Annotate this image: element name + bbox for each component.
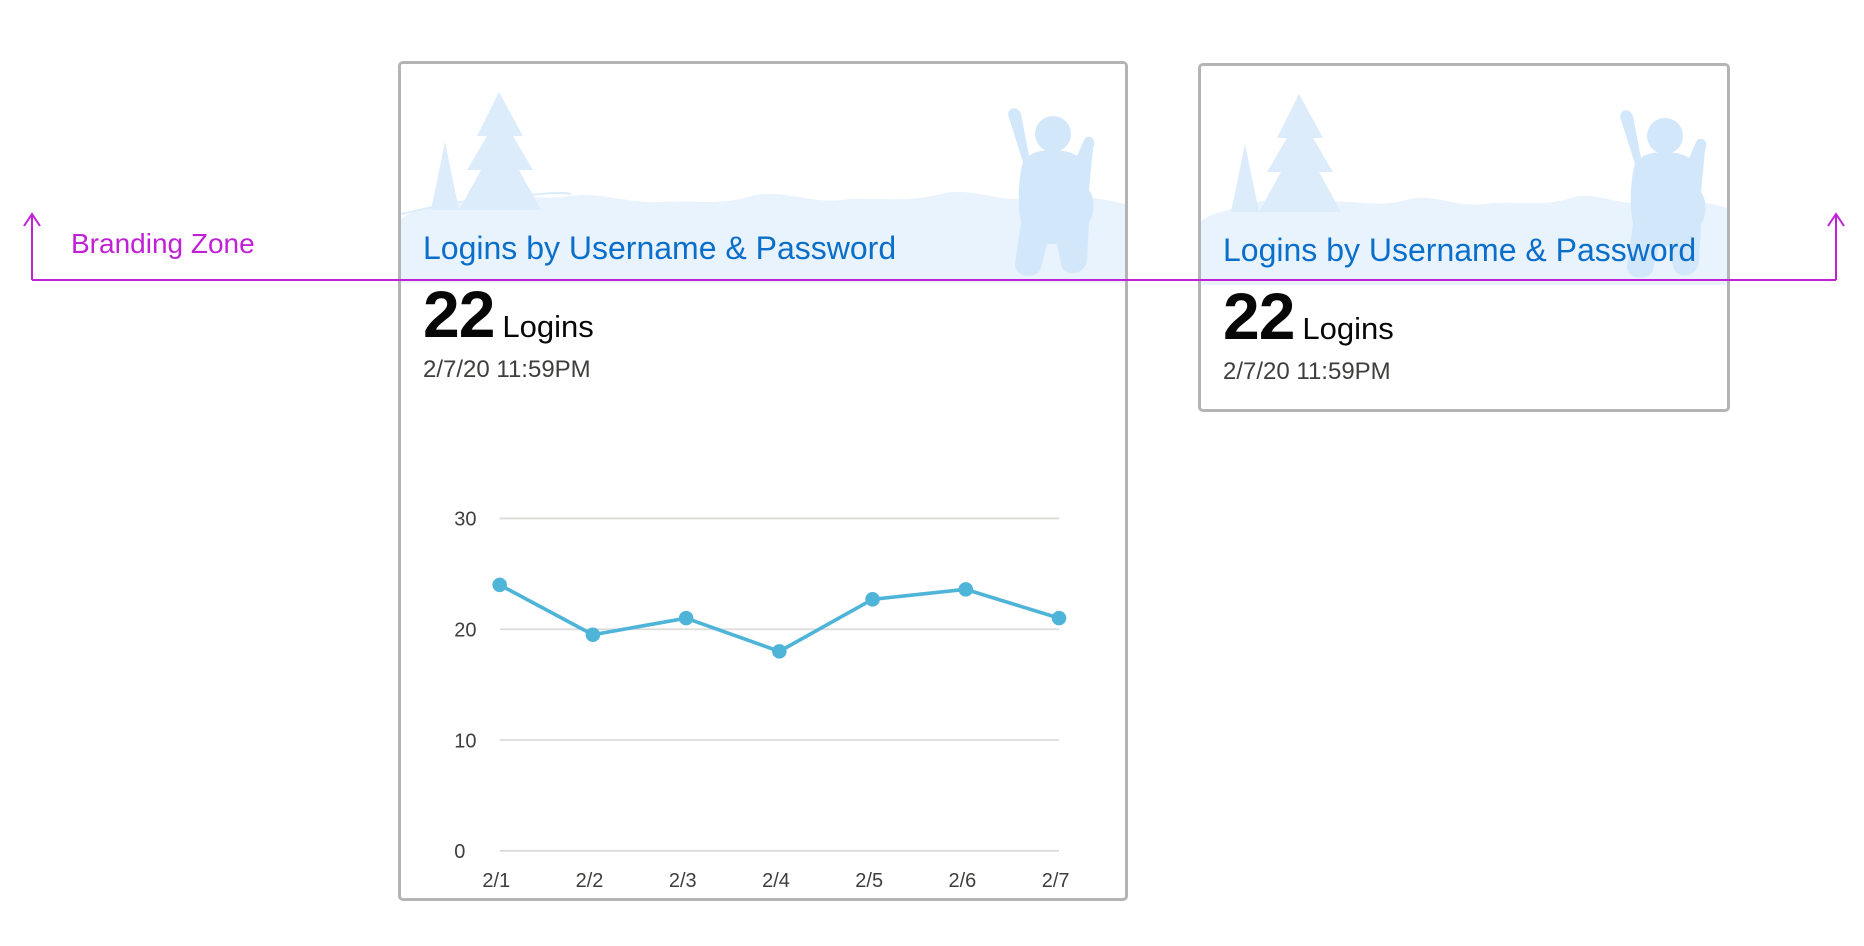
y-tick-label: 0	[454, 841, 465, 863]
branding-banner	[1201, 66, 1727, 285]
x-tick-label: 2/7	[1042, 870, 1070, 892]
metric-unit: Logins	[1302, 311, 1394, 346]
x-tick-label: 2/3	[669, 870, 697, 892]
metric-value: 22	[423, 277, 495, 351]
tree-icon	[431, 92, 541, 210]
y-tick-label: 10	[454, 730, 476, 752]
series-line	[498, 583, 1060, 654]
data-point	[585, 627, 601, 643]
x-tick-label: 2/4	[762, 870, 790, 892]
login-card-with-chart: Logins by Username & Password 22 Logins 2…	[398, 61, 1128, 901]
branding-illustration	[401, 64, 1125, 283]
metric: 22 Logins	[423, 276, 594, 352]
data-point	[865, 592, 880, 607]
data-point	[958, 582, 974, 597]
y-tick-label: 20	[454, 619, 476, 641]
x-tick-label: 2/1	[482, 870, 510, 892]
data-point	[492, 577, 507, 593]
timestamp: 2/7/20 11:59PM	[423, 356, 591, 383]
data-point	[772, 644, 787, 659]
card-title[interactable]: Logins by Username & Password	[423, 230, 897, 266]
metric-unit: Logins	[502, 309, 594, 344]
x-tick-label: 2/2	[576, 870, 604, 892]
logins-line-chart: 0 10 20 30 2/1 2/2 2/3 2/4 2/5 2/6 2/7	[454, 509, 1070, 892]
x-tick-label: 2/5	[855, 870, 883, 892]
bear-mascot-icon	[1620, 110, 1707, 278]
bear-mascot-icon	[1008, 108, 1095, 276]
arrow-up-icon	[1827, 212, 1845, 227]
timestamp: 2/7/20 11:59PM	[1223, 358, 1391, 385]
arrow-up-icon	[23, 212, 41, 227]
metric-value: 22	[1223, 279, 1295, 353]
metric: 22 Logins	[1223, 278, 1394, 354]
branding-banner	[401, 64, 1125, 283]
data-point	[1051, 610, 1067, 626]
tree-icon	[1231, 94, 1341, 212]
y-tick-label: 30	[454, 509, 476, 531]
login-card-compact: Logins by Username & Password 22 Logins 2…	[1198, 63, 1730, 412]
data-point	[678, 610, 694, 626]
x-tick-label: 2/6	[949, 870, 977, 892]
branding-illustration	[1201, 66, 1727, 285]
branding-zone-label: Branding Zone	[71, 228, 255, 259]
card-title[interactable]: Logins by Username & Password	[1223, 232, 1697, 268]
